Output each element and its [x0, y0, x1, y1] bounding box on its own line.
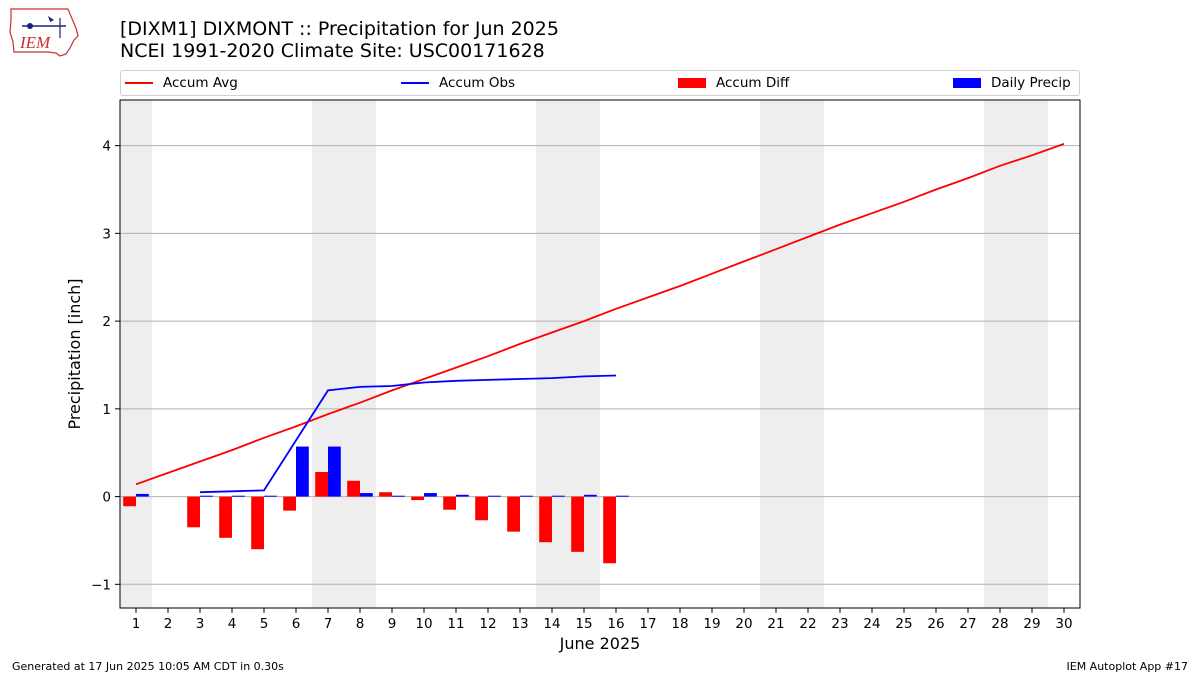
legend-item-accum-diff: Accum Diff [678, 74, 789, 92]
accum-diff-bar [475, 496, 488, 521]
x-axis-label: June 2025 [559, 634, 641, 653]
accum-avg-line [135, 143, 1065, 486]
accum-diff-bar [603, 496, 616, 564]
x-tick-label: 27 [959, 616, 976, 632]
accum-diff-bar [539, 496, 552, 543]
x-tick-label: 8 [356, 616, 365, 632]
x-tick-label: 15 [575, 616, 592, 632]
daily-precip-bar [136, 493, 149, 497]
legend-label-accum-avg: Accum Avg [163, 75, 238, 91]
footer-app: IEM Autoplot App #17 [1066, 660, 1189, 673]
x-tick-label: 7 [324, 616, 333, 632]
x-tick-label: 3 [196, 616, 205, 632]
daily-precip-bar [392, 495, 405, 497]
x-tick-label: 29 [1023, 616, 1040, 632]
daily-precip-bar [264, 495, 277, 497]
accum-diff-bar [219, 496, 232, 538]
accum-diff-bar [123, 496, 136, 507]
daily-precip-bar [552, 495, 565, 497]
x-tick-label: 10 [415, 616, 432, 632]
x-tick-label: 28 [991, 616, 1008, 632]
daily-precip-bar [328, 446, 341, 497]
x-tick-label: 21 [767, 616, 784, 632]
daily-precip-bar [584, 494, 597, 497]
daily-precip-bar [616, 495, 629, 497]
accum-obs-line [199, 374, 617, 494]
x-tick-label: 26 [927, 616, 944, 632]
x-tick-label: 4 [228, 616, 237, 632]
x-tick-label: 22 [799, 616, 816, 632]
y-tick-label: 2 [102, 314, 111, 330]
x-tick-label: 16 [607, 616, 624, 632]
x-tick-label: 20 [735, 616, 752, 632]
daily-precip-bar [200, 495, 213, 497]
daily-precip-bar [456, 494, 469, 497]
daily-precip-bar [488, 495, 501, 497]
legend-item-accum-avg: Accum Avg [125, 74, 238, 92]
x-tick-label: 19 [703, 616, 720, 632]
chart-subtitle: NCEI 1991-2020 Climate Site: USC00171628 [120, 40, 545, 62]
x-tick-label: 17 [639, 616, 656, 632]
iem-logo: IEM [9, 8, 79, 57]
plot-frame [119, 99, 1081, 609]
x-tick-label: 30 [1055, 616, 1072, 632]
x-tick-label: 9 [388, 616, 397, 632]
accum-diff-bar [283, 496, 296, 511]
x-tick-label: 25 [895, 616, 912, 632]
x-tick-label: 6 [292, 616, 301, 632]
accum-diff-bar [379, 492, 392, 497]
daily-precip-bar [424, 493, 437, 497]
accum-diff-bar [443, 496, 456, 510]
logo-text: IEM [19, 33, 51, 52]
footer-generated: Generated at 17 Jun 2025 10:05 AM CDT in… [12, 660, 284, 673]
weekend-shade-4 [760, 100, 824, 608]
daily-precip-bar [232, 495, 245, 497]
accum-diff-bar [411, 496, 424, 501]
legend-item-daily-precip: Daily Precip [953, 74, 1071, 92]
daily-precip-bar [360, 493, 373, 497]
daily-precip-bar [296, 446, 309, 497]
legend-swatch-daily-precip [953, 78, 981, 88]
y-tick-label: 1 [102, 402, 111, 418]
weekend-shade-1 [120, 100, 152, 608]
x-tick-label: 11 [447, 616, 464, 632]
x-tick-label: 14 [543, 616, 560, 632]
accum-diff-bar [347, 480, 360, 497]
accum-diff-bar [315, 472, 328, 497]
x-tick-label: 23 [831, 616, 848, 632]
x-tick-label: 18 [671, 616, 688, 632]
y-tick-label: −1 [91, 577, 111, 593]
legend-item-accum-obs: Accum Obs [401, 74, 515, 92]
weekend-shade-5 [984, 100, 1048, 608]
legend-swatch-accum-obs [401, 82, 429, 84]
x-tick-label: 13 [511, 616, 528, 632]
y-tick-label: 4 [102, 139, 111, 155]
daily-precip-bar [520, 495, 533, 497]
x-tick-label: 24 [863, 616, 880, 632]
accum-diff-bar [187, 496, 200, 528]
legend-swatch-accum-diff [678, 78, 706, 88]
x-tick-label: 1 [132, 616, 141, 632]
legend-label-accum-obs: Accum Obs [439, 75, 516, 91]
accum-diff-bar [571, 496, 584, 552]
y-tick-label: 0 [102, 490, 111, 506]
legend-swatch-accum-avg [125, 82, 153, 84]
legend: Accum Avg Accum Obs Accum Diff Daily Pre… [120, 70, 1080, 96]
accum-diff-bar [507, 496, 520, 532]
x-tick-label: 5 [260, 616, 269, 632]
y-axis-label: Precipitation [inch] [65, 278, 84, 429]
legend-label-accum-diff: Accum Diff [716, 75, 790, 91]
weekend-shade-2 [312, 100, 376, 608]
x-tick-label: 12 [479, 616, 496, 632]
legend-label-daily-precip: Daily Precip [991, 75, 1071, 91]
accum-diff-bar [251, 496, 264, 550]
y-tick-label: 3 [102, 226, 111, 242]
x-tick-label: 2 [164, 616, 173, 632]
chart-title: [DIXM1] DIXMONT :: Precipitation for Jun… [120, 18, 559, 40]
